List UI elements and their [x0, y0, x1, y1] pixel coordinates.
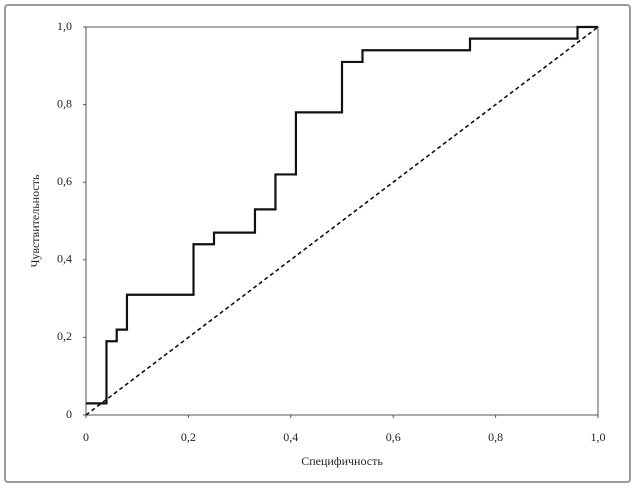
x-tick-label: 1,0 [591, 430, 606, 444]
y-tick-label: 0,8 [57, 96, 72, 110]
x-tick-label: 0,6 [386, 430, 401, 444]
y-tick-label: 0,6 [57, 174, 72, 188]
y-tick-label: 0 [66, 407, 72, 421]
y-tick-label: 1,0 [57, 19, 72, 33]
y-tick-label: 0,4 [57, 252, 72, 266]
x-tick-label: 0,2 [181, 430, 196, 444]
x-tick-label: 0,8 [488, 430, 503, 444]
roc-curve [86, 25, 598, 405]
x-tick-label: 0,4 [283, 430, 298, 444]
x-tick-label: 0 [83, 430, 89, 444]
x-axis-title: Специфичность [301, 454, 383, 468]
y-tick-label: 0,2 [57, 329, 72, 343]
reference-line [85, 26, 599, 416]
y-axis-title: Чувствительность [28, 174, 42, 267]
